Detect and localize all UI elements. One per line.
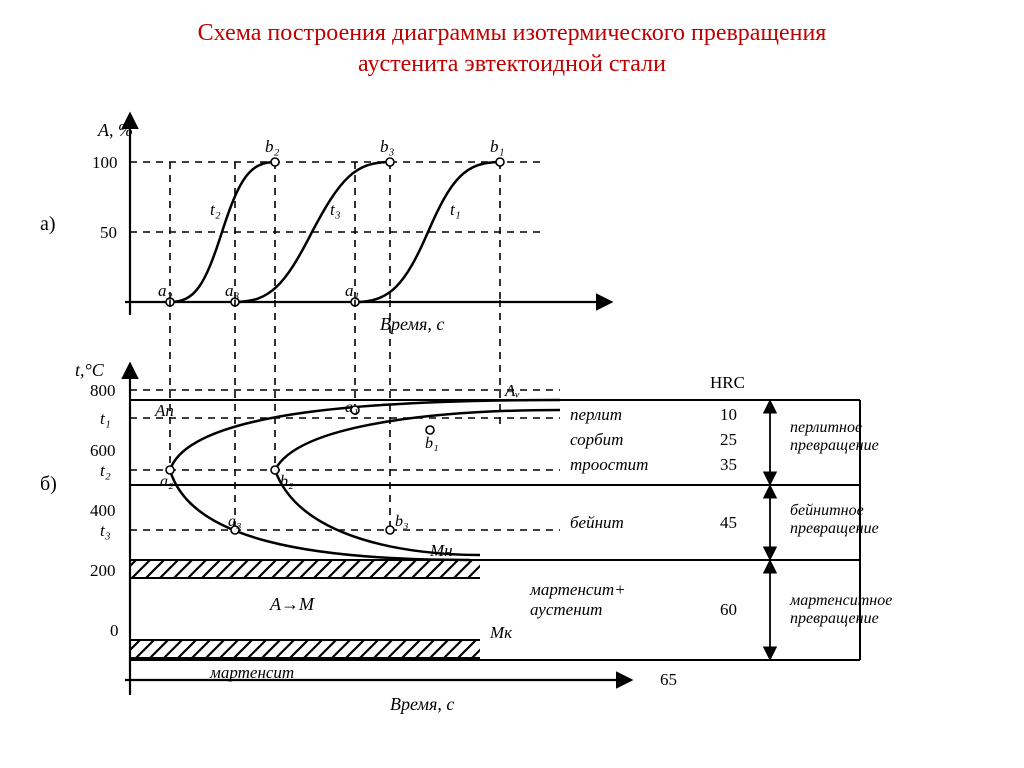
hrc-sorbite: 25 xyxy=(720,430,737,449)
title-line1: Схема построения диаграммы изотермическо… xyxy=(198,20,827,46)
hrc-final: 65 xyxy=(660,670,677,689)
panel-label-a: а) xyxy=(40,213,56,235)
bot-x-title: Время, с xyxy=(390,694,454,714)
yt-0: 0 xyxy=(110,621,119,640)
label-Ap: Aп xyxy=(154,401,174,420)
phase-sorbite: сорбит xyxy=(570,430,623,449)
label-t2-top: t₂ xyxy=(210,200,221,219)
label-b3: b₃ xyxy=(395,513,409,530)
phase-perlite: перлит xyxy=(570,405,622,424)
label-a3: a₃ xyxy=(228,513,242,530)
region-bainite-1: бейнитное xyxy=(790,502,864,519)
region-mart-2: превращение xyxy=(790,610,879,627)
yt-800: 800 xyxy=(90,381,116,400)
region-perlite-2: превращение xyxy=(790,437,879,454)
hrc-title: HRC xyxy=(710,373,745,392)
phase-troostite: троостит xyxy=(570,455,648,474)
title-line2: аустенита эвтектоидной стали xyxy=(358,51,666,77)
label-a1-top: a₁ xyxy=(345,281,359,300)
label-a2-top: a₂ xyxy=(158,281,173,300)
label-t1-top: t₁ xyxy=(450,200,461,219)
label-t3-top: t₃ xyxy=(330,200,341,219)
yt-t3: t₃ xyxy=(100,521,111,540)
label-b1-top: b₁ xyxy=(490,137,504,156)
label-b1: b₁ xyxy=(425,435,439,452)
yt-t1: t₁ xyxy=(100,409,111,428)
hrc-martaust: 60 xyxy=(720,600,737,619)
label-b2-top: b₂ xyxy=(265,137,280,156)
yt-200: 200 xyxy=(90,561,116,580)
region-perlite-1: перлитное xyxy=(790,419,862,436)
label-b2: b₂ xyxy=(280,473,294,490)
top-y-100: 100 xyxy=(92,153,118,172)
label-b3-top: b₃ xyxy=(380,137,395,156)
top-y-title: A, % xyxy=(97,120,133,140)
hrc-troostite: 35 xyxy=(720,455,737,474)
yt-400: 400 xyxy=(90,501,116,520)
top-y-50: 50 xyxy=(100,223,117,242)
label-a2: a₂ xyxy=(160,473,174,490)
hrc-bainite: 45 xyxy=(720,513,737,532)
hrc-perlite: 10 xyxy=(720,405,737,424)
bottom-chart: t,°C Время, с 800 t₁ 600 t₂ 400 t₃ 200 0 xyxy=(75,300,892,714)
region-bainite-2: превращение xyxy=(790,520,879,537)
region-brackets: перлитное превращение бейнитное превраще… xyxy=(770,400,892,660)
label-a1: a₁ xyxy=(345,399,359,416)
panel-label-b: б) xyxy=(40,473,57,495)
label-AM: A→M xyxy=(269,594,315,614)
phase-mart-aust-2: аустенит xyxy=(530,600,602,619)
yt-600: 600 xyxy=(90,441,116,460)
region-mart-1: мартенситное xyxy=(789,592,892,609)
diagram-container: A, % 100 50 Время, с a₂ b₂ t₂ a₃ b₃ t₃ xyxy=(0,80,1024,760)
label-Mn: Mн xyxy=(429,541,453,560)
label-martensite-axis: мартенсит xyxy=(209,663,294,682)
phase-bainite: бейнит xyxy=(570,513,624,532)
label-Av: Aᵥ xyxy=(504,381,520,400)
label-a3-top: a₃ xyxy=(225,281,240,300)
bot-y-title: t,°C xyxy=(75,360,105,380)
phase-mart-aust-1: мартенсит+ xyxy=(529,580,626,599)
label-Mk: Mк xyxy=(489,623,513,642)
yt-t2: t₂ xyxy=(100,461,111,480)
